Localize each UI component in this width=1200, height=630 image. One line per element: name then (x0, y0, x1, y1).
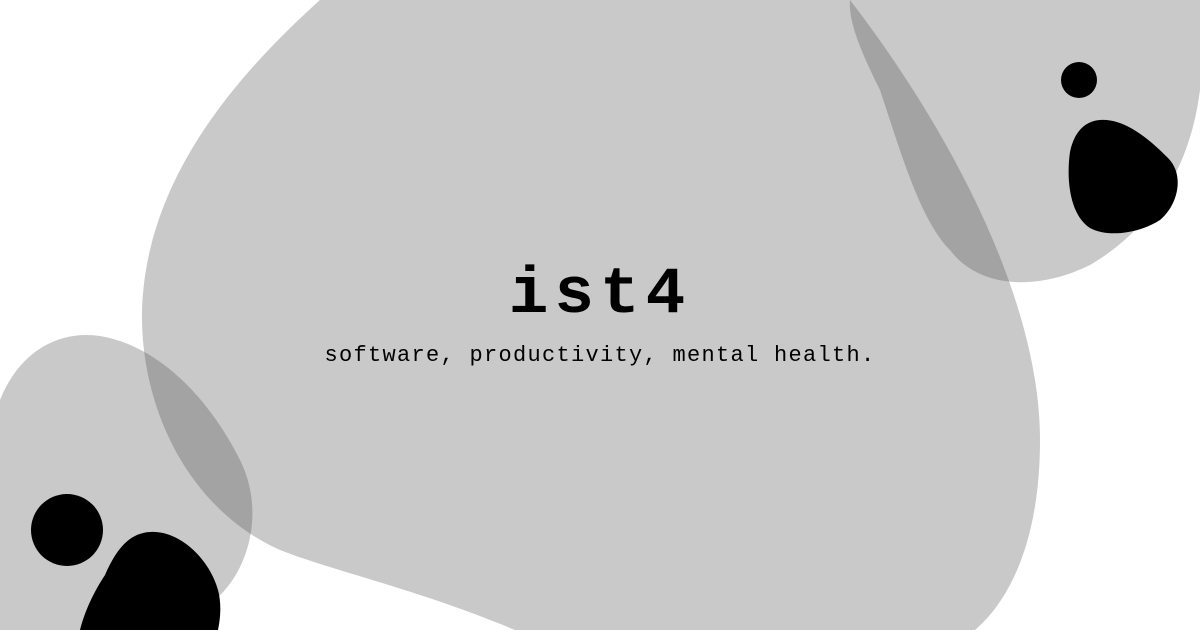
nose-blob-bottom-left (80, 531, 221, 630)
large-center-blob (141, 0, 1040, 630)
site-tagline: software, productivity, mental health. (324, 343, 876, 368)
eye-dot-bottom-left (31, 494, 103, 566)
title-block: ist4 software, productivity, mental heal… (0, 255, 1200, 371)
nose-blob-top-right (1068, 119, 1178, 234)
eye-dot-top-right (1061, 62, 1097, 98)
site-title: ist4 (508, 257, 692, 332)
